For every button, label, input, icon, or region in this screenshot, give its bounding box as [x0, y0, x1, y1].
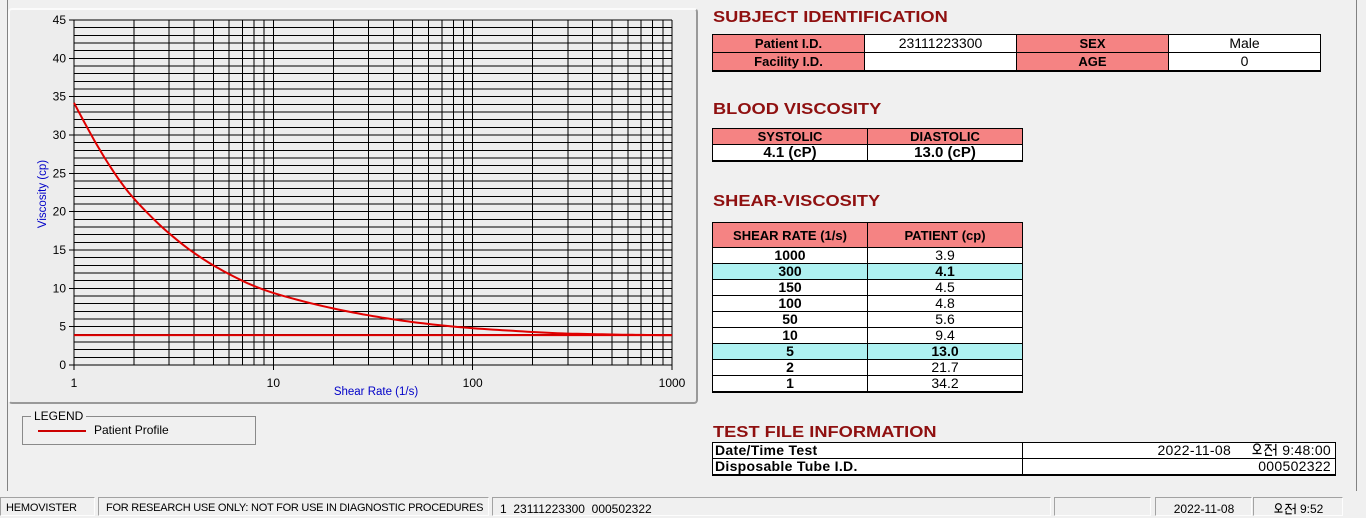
svg-text:20: 20	[53, 205, 67, 219]
svg-text:15: 15	[53, 243, 67, 257]
svg-text:10: 10	[267, 376, 281, 390]
svg-text:Shear Rate (1/s): Shear Rate (1/s)	[334, 386, 419, 398]
svg-text:30: 30	[53, 128, 67, 142]
svg-text:0: 0	[59, 358, 66, 372]
svg-text:1: 1	[71, 376, 78, 390]
svg-text:100: 100	[463, 376, 483, 390]
svg-text:10: 10	[53, 281, 67, 295]
svg-text:40: 40	[53, 51, 67, 65]
svg-text:Viscosity (cp): Viscosity (cp)	[37, 160, 49, 228]
svg-text:1000: 1000	[659, 376, 686, 390]
svg-text:5: 5	[59, 320, 66, 334]
svg-text:35: 35	[53, 90, 67, 104]
svg-text:25: 25	[53, 166, 67, 180]
svg-text:45: 45	[53, 13, 67, 27]
